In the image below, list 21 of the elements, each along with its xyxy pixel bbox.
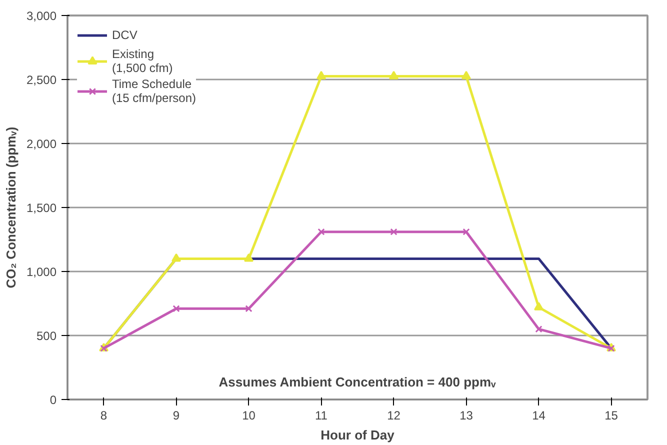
y-tick-label: 3,000 [26, 9, 57, 23]
x-tick-label: 9 [172, 408, 180, 422]
y-axis-title: CO₂ Concentration (ppmᵥ) [3, 126, 18, 288]
y-tick-label: 1,000 [26, 265, 57, 279]
x-tick-label: 14 [532, 408, 546, 422]
y-tick-label: 1,500 [26, 201, 57, 215]
x-tick-label: 8 [100, 408, 108, 422]
x-tick-label: 15 [604, 408, 618, 422]
legend-label: Existing (1,500 cfm) [112, 47, 173, 75]
annotation: Assumes Ambient Concentration = 400 ppmᵥ [218, 374, 496, 390]
x-tick-label: 13 [460, 408, 474, 422]
legend-label: DCV [112, 28, 138, 42]
x-tick-label: 12 [387, 408, 401, 422]
x-tick-label: 10 [242, 408, 256, 422]
legend-label: Time Schedule (15 cfm/person) [112, 77, 196, 105]
y-tick-label: 500 [36, 329, 57, 343]
x-tick-label: 11 [315, 408, 328, 422]
y-tick-label: 2,500 [26, 73, 57, 87]
y-tick-label: 2,000 [26, 137, 57, 151]
y-tick-label: 0 [50, 393, 57, 407]
x-axis-title: Hour of Day [320, 428, 396, 442]
